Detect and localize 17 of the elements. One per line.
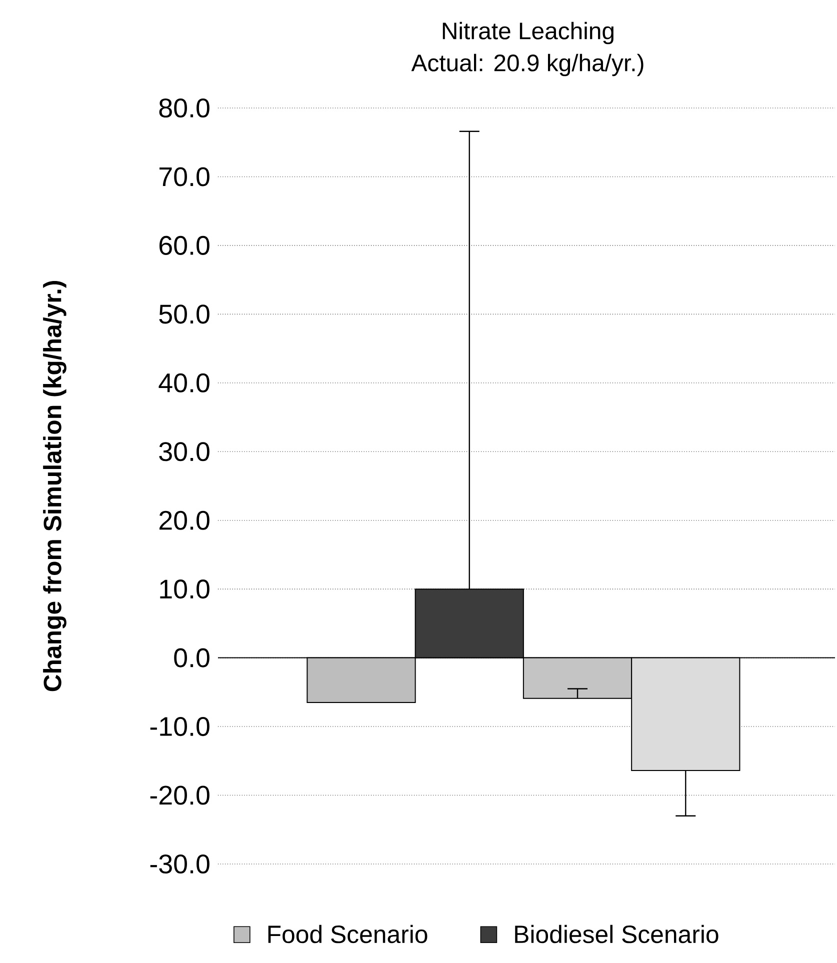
y-tick-label: 40.0 xyxy=(158,373,210,392)
y-tick-label: -10.0 xyxy=(150,717,210,736)
y-tick-label: 80.0 xyxy=(159,98,210,118)
legend-label: Biodiesel Scenario xyxy=(515,924,718,944)
y-tick-label: 30.0 xyxy=(159,442,210,462)
y-tick-label: -20.0 xyxy=(150,786,210,805)
y-tick-label: 0.0 xyxy=(174,648,210,668)
legend-label: Food Scenario xyxy=(268,924,428,944)
y-tick-label: 10.0 xyxy=(160,580,210,599)
y-axis-title: Change from Simulation (kg/ha/yr.) xyxy=(43,281,66,692)
chart-subtitle: Actual: 20.9 kg/ha/yr.) xyxy=(411,54,644,76)
y-tick-label: 70.0 xyxy=(160,167,210,186)
y-tick-label: -30.0 xyxy=(150,854,210,874)
y-tick-label: 20.0 xyxy=(159,510,210,530)
y-tick-label: 60.0 xyxy=(159,236,210,255)
chart-title: Nitrate Leaching xyxy=(442,22,614,44)
y-tick-label: 50.0 xyxy=(159,304,210,324)
